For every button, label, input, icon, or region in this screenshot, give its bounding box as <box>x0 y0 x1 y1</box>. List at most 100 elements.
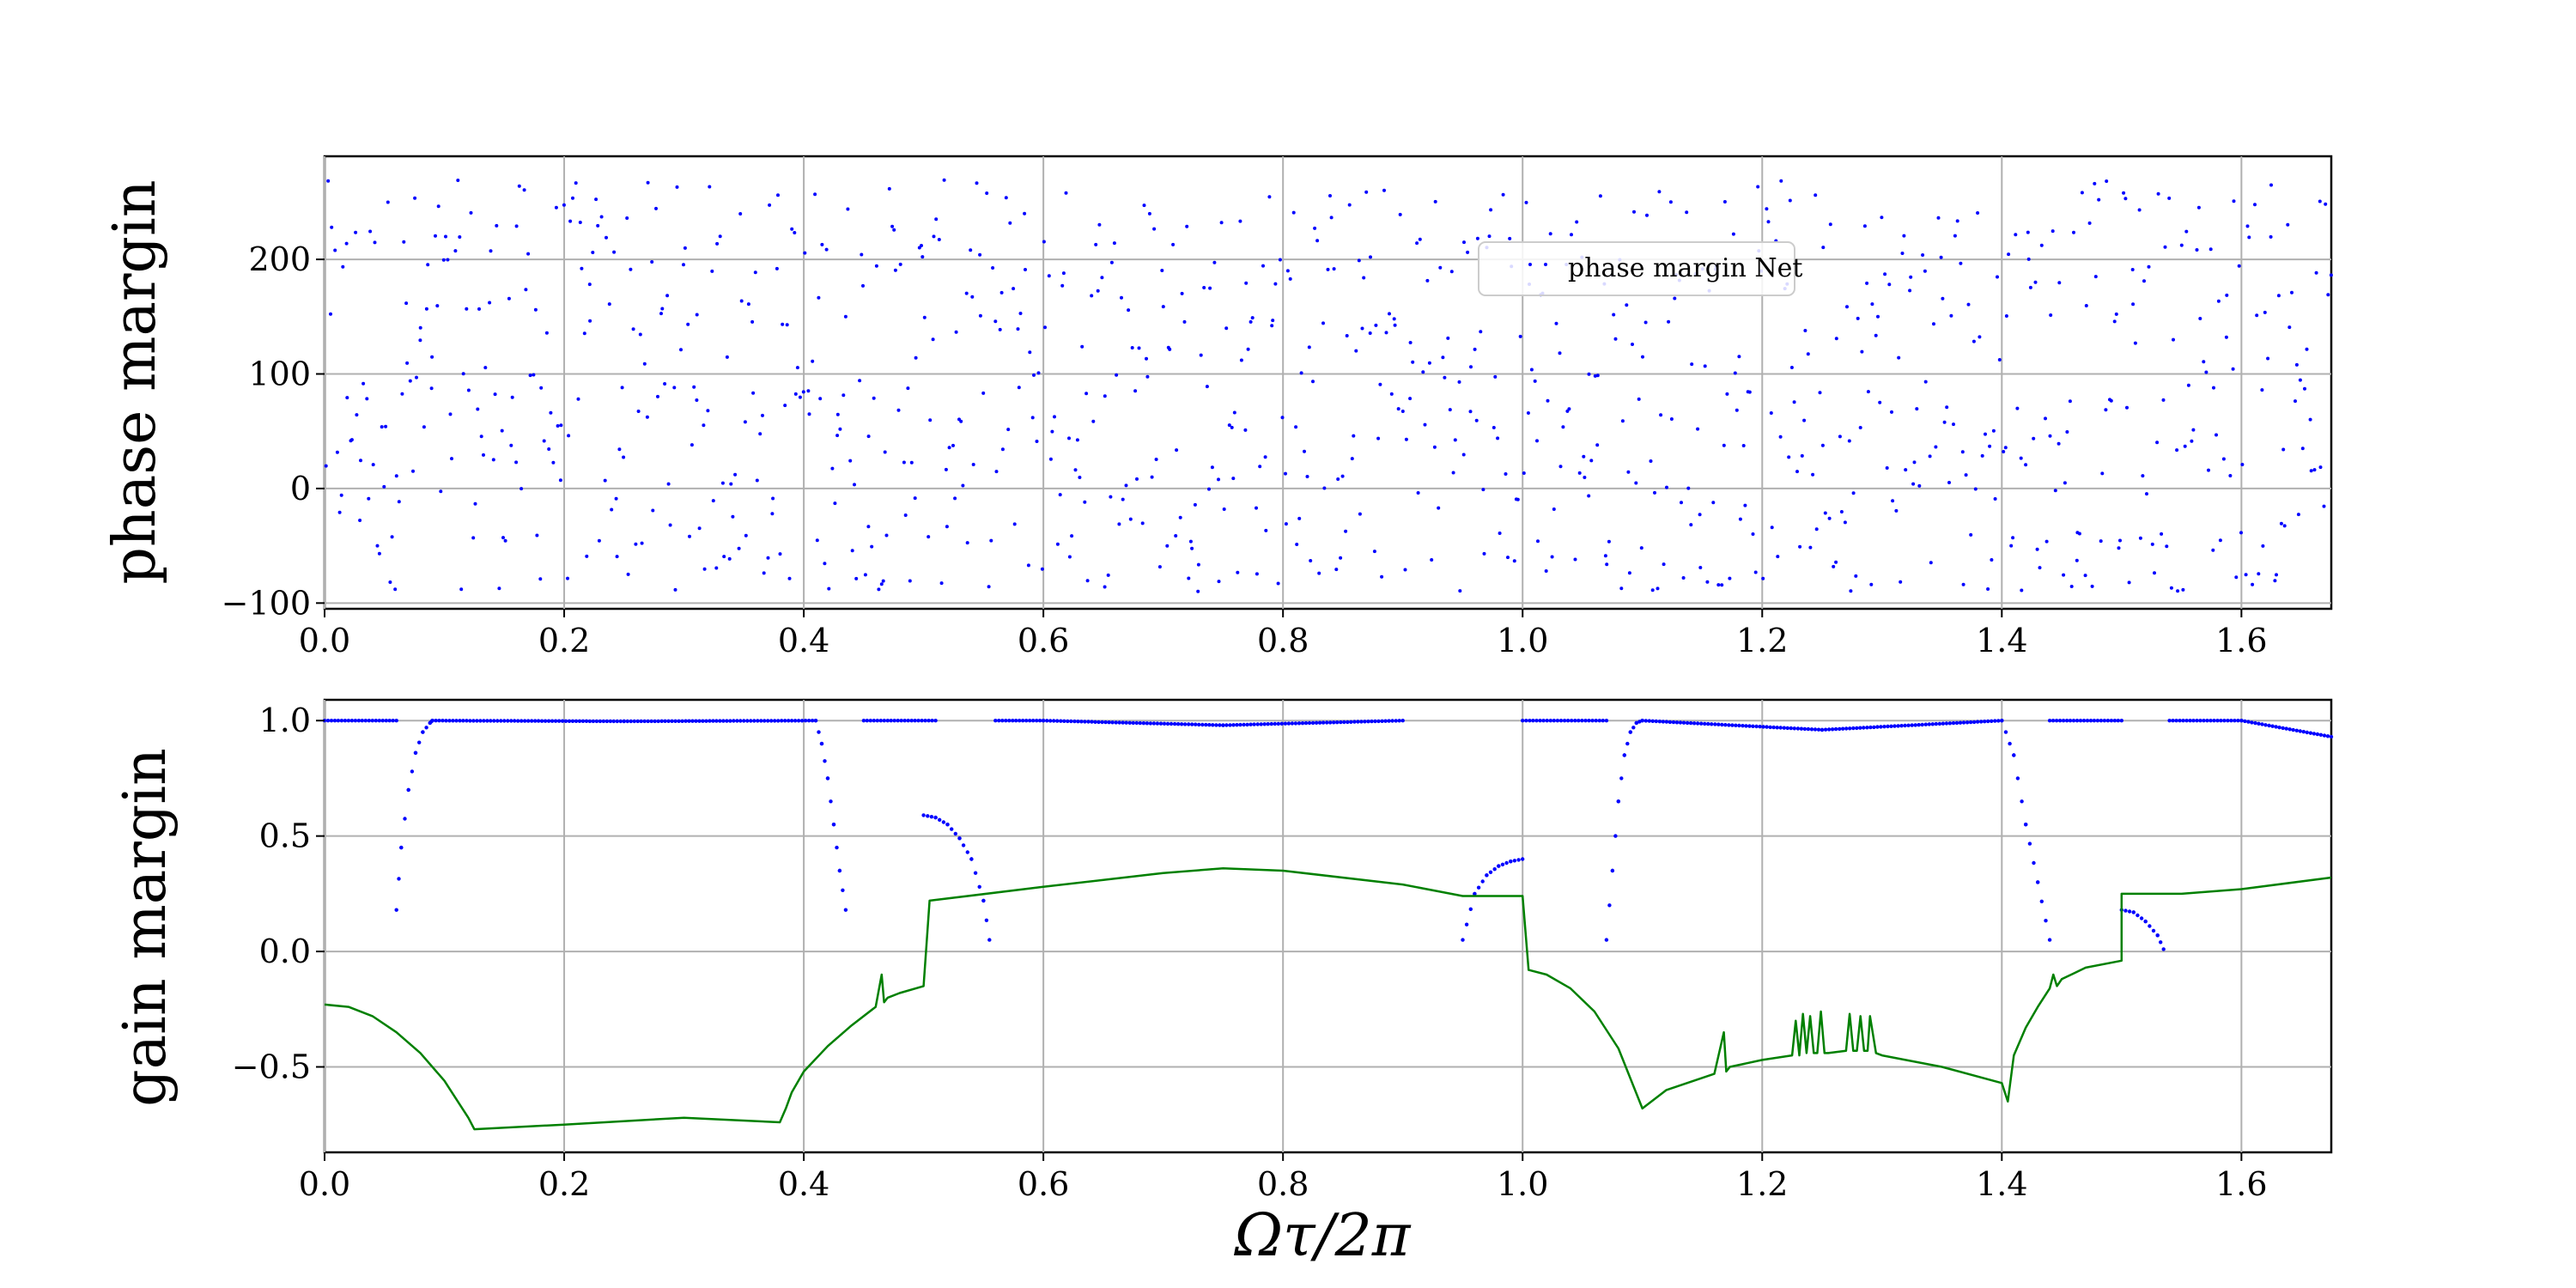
phase-point <box>1055 542 1060 546</box>
phase-point <box>2044 539 2049 544</box>
gain-blue-point <box>680 719 684 723</box>
gain-blue-point <box>892 719 896 723</box>
phase-point <box>450 457 453 461</box>
phase-point <box>1827 516 1832 520</box>
phase-point <box>1441 355 1445 360</box>
gain-blue-point <box>2078 719 2083 723</box>
gain-blue-point <box>708 719 712 723</box>
gain-blue-point <box>2008 741 2012 746</box>
gain-blue-point <box>1062 719 1066 723</box>
phase-point <box>2077 532 2081 536</box>
gain-blue-point <box>1211 723 1215 727</box>
phase-point <box>1207 487 1211 491</box>
gain-blue-point <box>343 719 348 723</box>
gain-blue-point <box>1833 726 1838 732</box>
gain-blue-point <box>1577 719 1581 723</box>
phase-point <box>1860 349 1864 354</box>
gain-blue-point <box>1674 720 1680 725</box>
phase-point <box>2212 386 2215 390</box>
gain-blue-point <box>1158 721 1163 726</box>
phase-point <box>1516 497 1520 501</box>
phase-point <box>823 562 827 566</box>
phase-point <box>2303 386 2306 391</box>
gain-blue-point <box>1151 721 1157 726</box>
phase-point <box>1847 439 1851 443</box>
gain-blue-point <box>587 719 592 724</box>
phase-point <box>1258 465 1262 469</box>
x-tick-label: 0.4 <box>778 1165 829 1203</box>
phase-point <box>1698 513 1702 517</box>
gain-blue-point <box>1332 720 1336 725</box>
gain-blue-point <box>2064 719 2069 723</box>
phase-point <box>2322 504 2326 508</box>
phase-point <box>1388 312 1391 316</box>
gain-blue-point <box>2036 880 2040 884</box>
gain-blue-point <box>1134 720 1139 726</box>
phase-point <box>811 359 815 363</box>
gain-blue-point <box>346 719 351 723</box>
gain-blue-point <box>1035 719 1039 723</box>
phase-point <box>339 493 343 497</box>
phase-point <box>2072 230 2075 234</box>
x-tick-label: 1.2 <box>1736 1165 1788 1203</box>
gain-blue-point <box>1303 720 1309 726</box>
gain-blue-point <box>2054 719 2059 723</box>
gain-blue-point <box>2260 722 2264 726</box>
gain-blue-point <box>1290 721 1295 726</box>
gain-blue-point <box>1262 722 1267 726</box>
gain-blue-point <box>796 719 801 723</box>
gain-blue-point <box>981 898 986 903</box>
gain-blue-point <box>1868 725 1873 730</box>
gain-blue-point <box>1238 722 1242 727</box>
gain-blue-point <box>1048 719 1053 723</box>
phase-point <box>679 348 683 352</box>
gain-blue-point <box>1671 720 1676 725</box>
phase-point <box>629 267 633 271</box>
gain-axis-ticks: 0.0 0.2 0.4 0.6 0.8 1.0 1.2 1.4 1.6 −0.5 0.0 0.5 1.0 <box>232 702 2268 1203</box>
phase-point <box>1705 580 1710 584</box>
phase-point <box>1941 296 1945 301</box>
phase-point <box>1645 213 1649 217</box>
phase-point <box>1188 539 1193 544</box>
gain-blue-point <box>339 719 344 723</box>
gain-blue-point <box>984 918 989 923</box>
gain-blue-point <box>843 908 848 912</box>
phase-point <box>566 576 569 580</box>
x-tick-label: 0.8 <box>1257 1165 1309 1203</box>
gain-blue-point <box>1242 722 1246 727</box>
gain-blue-point <box>711 719 715 723</box>
gain-blue-point <box>1187 722 1191 726</box>
phase-point <box>2318 465 2323 470</box>
phase-point <box>1344 529 1348 533</box>
phase-point <box>1315 239 1320 243</box>
gain-blue-point <box>1346 720 1350 725</box>
phase-point <box>1380 574 1384 579</box>
phase-point <box>1955 219 1959 223</box>
gain-blue-point <box>1727 723 1731 727</box>
gain-blue-point <box>2047 938 2052 942</box>
phase-point <box>1276 581 1280 586</box>
phase-point <box>841 393 846 398</box>
phase-point <box>2224 335 2228 339</box>
phase-point <box>1090 294 1094 298</box>
phase-point <box>2020 588 2024 592</box>
phase-point <box>785 323 789 327</box>
phase-point <box>2195 248 2199 252</box>
phase-point <box>896 408 901 412</box>
gain-blue-point <box>885 719 890 723</box>
x-tick-label: 0.2 <box>538 622 590 659</box>
phase-point <box>768 203 772 207</box>
phase-point <box>1996 275 1999 279</box>
phase-point <box>2239 531 2243 535</box>
gain-blue-point <box>618 719 623 724</box>
phase-point <box>1631 343 1634 346</box>
gain-blue-point <box>2024 823 2028 827</box>
phase-point <box>576 397 580 401</box>
phase-point <box>2273 579 2277 583</box>
gain-blue-point <box>1176 722 1181 726</box>
gain-blue-point <box>374 719 378 723</box>
phase-point <box>2176 589 2180 593</box>
phase-point <box>491 458 495 462</box>
phase-point <box>2007 252 2011 257</box>
gain-blue-point <box>1699 721 1704 726</box>
